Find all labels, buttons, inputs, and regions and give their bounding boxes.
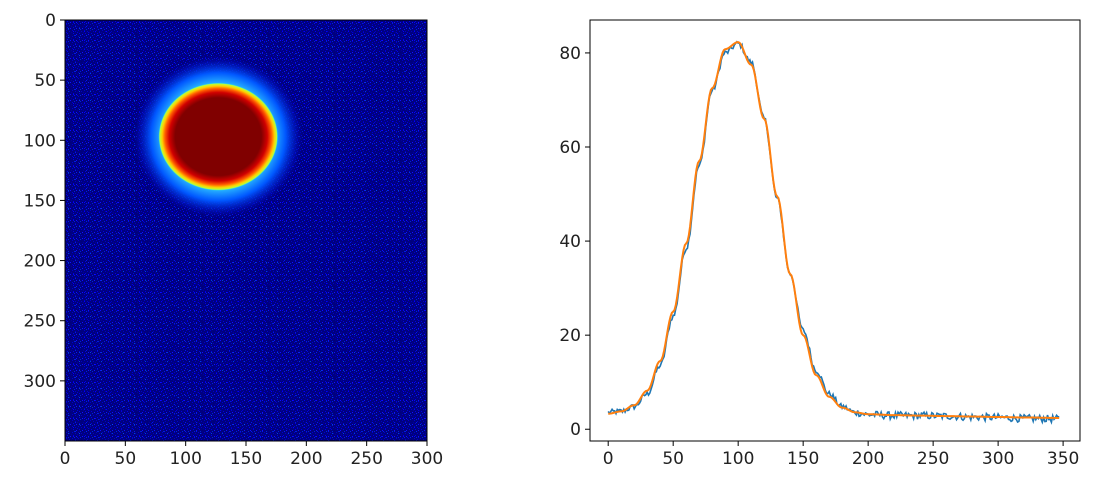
heatmap-y-tick-label: 200: [24, 252, 56, 272]
line-x-tick-label: 50: [662, 449, 684, 469]
line-x-tick-label: 150: [787, 449, 819, 469]
heatmap-x-tick-label: 150: [230, 449, 262, 469]
heatmap-image: [65, 20, 427, 441]
heatmap-y-tick-label: 0: [45, 11, 56, 31]
line-y-tick-label: 20: [559, 326, 581, 346]
heatmap-x-tick-label: 0: [60, 449, 71, 469]
heatmap-core: [158, 82, 279, 191]
line-x-tick-label: 250: [917, 449, 949, 469]
heatmap-x-tick-label: 50: [115, 449, 137, 469]
line-y-tick-label: 40: [559, 232, 581, 252]
line-y-tick-label: 60: [559, 138, 581, 158]
heatmap-x-tick-label: 100: [169, 449, 201, 469]
heatmap-y-tick-label: 300: [24, 372, 56, 392]
series-data-line: [607, 40, 1060, 425]
heatmap-x-tick-label: 200: [290, 449, 322, 469]
line-x-tick-label: 300: [982, 449, 1014, 469]
series-fit-line: [608, 41, 1060, 419]
heatmap-x-tick-label: 300: [411, 449, 443, 469]
line-chart-frame: [589, 19, 1081, 442]
line-y-tick-label: 0: [570, 420, 581, 440]
line-x-tick-label: 350: [1047, 449, 1079, 469]
heatmap-y-tick-label: 50: [34, 71, 56, 91]
heatmap-x-tick-label: 250: [350, 449, 382, 469]
heatmap-y-tick-label: 150: [24, 191, 56, 211]
heatmap-y-tick-label: 250: [24, 312, 56, 332]
line-x-tick-label: 100: [722, 449, 754, 469]
line-x-tick-label: 200: [852, 449, 884, 469]
heatmap-y-tick-label: 100: [24, 131, 56, 151]
line-y-tick-label: 80: [559, 44, 581, 64]
line-x-tick-label: 0: [603, 449, 614, 469]
